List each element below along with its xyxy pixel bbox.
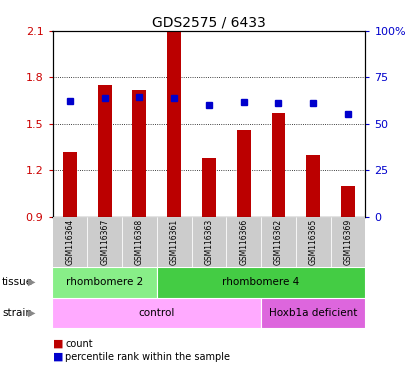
Text: GSM116369: GSM116369 — [344, 219, 352, 265]
Text: strain: strain — [2, 308, 32, 318]
Text: ▶: ▶ — [28, 308, 35, 318]
Bar — [237, 130, 251, 217]
Bar — [202, 158, 216, 217]
Bar — [192, 217, 226, 267]
Text: GSM116368: GSM116368 — [135, 219, 144, 265]
Text: GSM116365: GSM116365 — [309, 219, 318, 265]
Bar — [296, 217, 331, 267]
Text: control: control — [139, 308, 175, 318]
Bar — [87, 217, 122, 267]
Text: GSM116366: GSM116366 — [239, 219, 248, 265]
Text: Hoxb1a deficient: Hoxb1a deficient — [269, 308, 357, 318]
Text: ▶: ▶ — [28, 277, 35, 287]
Bar — [63, 152, 77, 217]
Bar — [271, 113, 286, 217]
Bar — [98, 85, 112, 217]
Text: ■: ■ — [52, 352, 63, 362]
Text: GSM116362: GSM116362 — [274, 219, 283, 265]
Bar — [52, 217, 87, 267]
Text: count: count — [65, 339, 93, 349]
Bar — [331, 217, 365, 267]
Text: rhombomere 4: rhombomere 4 — [223, 277, 300, 287]
Bar — [306, 155, 320, 217]
Title: GDS2575 / 6433: GDS2575 / 6433 — [152, 16, 266, 30]
Bar — [52, 267, 157, 298]
Text: percentile rank within the sample: percentile rank within the sample — [65, 352, 230, 362]
Bar — [226, 217, 261, 267]
Text: rhombomere 2: rhombomere 2 — [66, 277, 143, 287]
Bar — [157, 217, 192, 267]
Bar — [157, 267, 365, 298]
Text: GSM116364: GSM116364 — [66, 219, 74, 265]
Text: GSM116367: GSM116367 — [100, 219, 109, 265]
Text: GSM116363: GSM116363 — [205, 219, 213, 265]
Text: ■: ■ — [52, 339, 63, 349]
Bar — [261, 217, 296, 267]
Text: tissue: tissue — [2, 277, 33, 287]
Bar — [122, 217, 157, 267]
Bar — [132, 90, 146, 217]
Bar — [261, 298, 365, 328]
Bar — [341, 186, 355, 217]
Bar — [52, 298, 261, 328]
Bar — [167, 32, 181, 217]
Text: GSM116361: GSM116361 — [170, 219, 178, 265]
